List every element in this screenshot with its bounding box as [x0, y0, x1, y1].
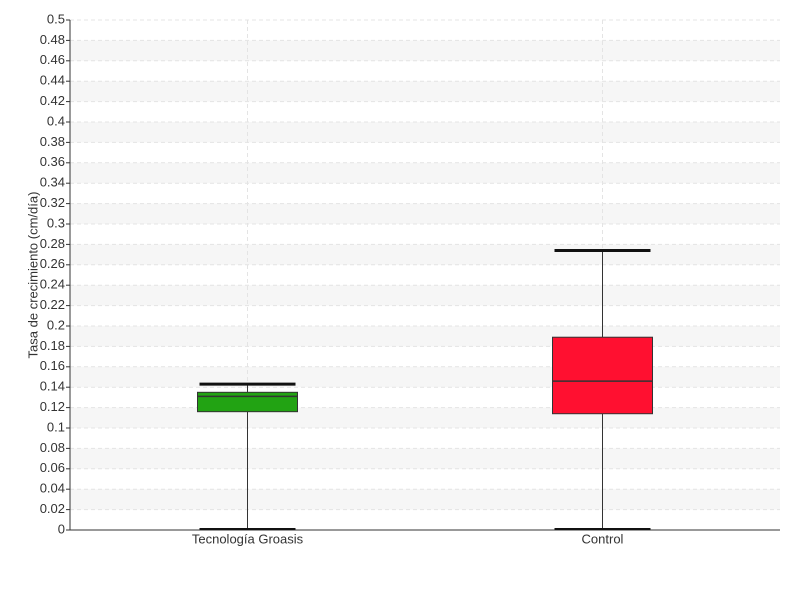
y-tick-label: 0.44 [40, 73, 65, 88]
y-tick-label: 0.1 [47, 419, 65, 434]
y-tick-label: 0.16 [40, 358, 65, 373]
grid-band [70, 81, 780, 102]
y-tick-label: 0.06 [40, 460, 65, 475]
grid-band [70, 366, 780, 388]
grid-band [70, 489, 780, 510]
y-tick-label: 0.3 [47, 215, 65, 230]
grid-band [70, 407, 780, 428]
box [197, 391, 298, 413]
grid-band [70, 285, 780, 306]
y-tick-label: 0.32 [40, 195, 65, 210]
y-tick-label: 0.34 [40, 175, 65, 190]
y-tick-label: 0.46 [40, 52, 65, 67]
grid-band [70, 122, 780, 143]
y-tick-label: 0.5 [47, 11, 65, 26]
y-tick-label: 0.38 [40, 134, 65, 149]
y-tick-label: 0.12 [40, 399, 65, 414]
grid-band [70, 244, 780, 265]
grid-band [70, 326, 780, 347]
y-tick-label: 0.24 [40, 277, 65, 292]
y-tick-label: 0.22 [40, 297, 65, 312]
y-tick-label: 0.14 [40, 379, 65, 394]
y-axis-label: Tasa de crecimiento (cm/día) [25, 192, 40, 359]
y-tick-label: 0 [58, 521, 65, 536]
grid-band [70, 448, 780, 469]
grid-band [70, 40, 780, 61]
y-tick-label: 0.48 [40, 32, 65, 47]
y-tick-label: 0.08 [40, 440, 65, 455]
y-tick-label: 0.2 [47, 317, 65, 332]
x-tick-label: Tecnología Groasis [192, 531, 304, 546]
grid-band [70, 203, 780, 224]
y-tick-label: 0.02 [40, 501, 65, 516]
y-tick-label: 0.26 [40, 256, 65, 271]
box [552, 336, 653, 415]
y-tick-label: 0.28 [40, 236, 65, 251]
x-tick-label: Control [582, 531, 624, 546]
y-tick-label: 0.36 [40, 154, 65, 169]
y-tick-label: 0.18 [40, 338, 65, 353]
y-tick-label: 0.4 [47, 113, 65, 128]
y-tick-label: 0.42 [40, 93, 65, 108]
grid-band [70, 162, 780, 184]
y-tick-label: 0.04 [40, 481, 65, 496]
